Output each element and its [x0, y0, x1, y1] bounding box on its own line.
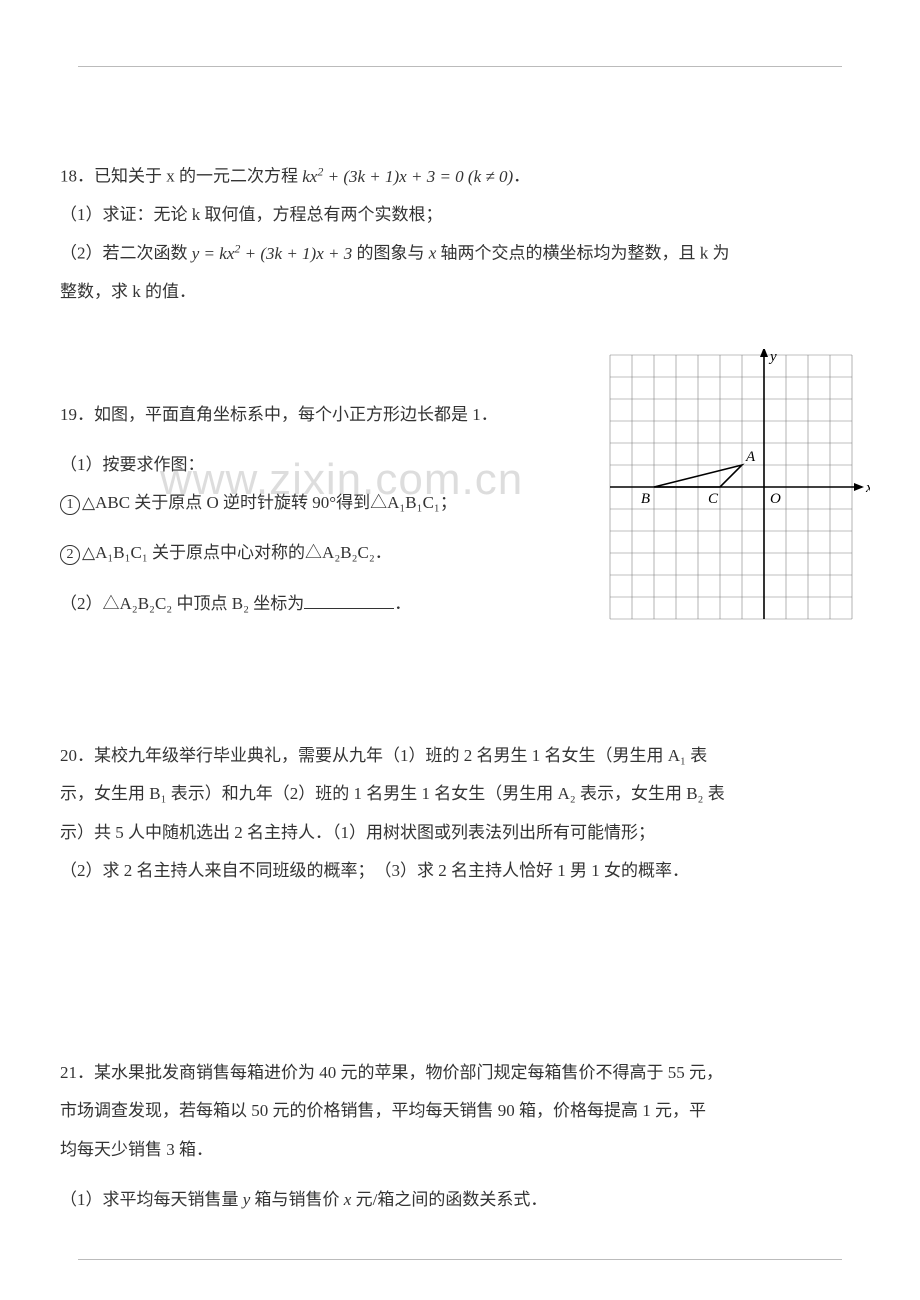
page-content: 18．已知关于 x 的一元二次方程 kx2 + (3k + 1)x + 3 = …	[60, 160, 860, 1216]
q19-part2: （2）△A₂B₂C₂ 中顶点 B₂ 坐标为 ．	[60, 588, 550, 620]
question-18: 18．已知关于 x 的一元二次方程 kx2 + (3k + 1)x + 3 = …	[60, 160, 860, 309]
svg-text:x: x	[865, 480, 870, 496]
q18-part2-line1: （2）若二次函数 y = kx2 + (3k + 1)x + 3 的图象与 x …	[60, 237, 860, 270]
q18-p2-formula: y = kx2 + (3k + 1)x + 3	[192, 244, 352, 263]
coordinate-grid-figure: y x O A B C	[604, 349, 870, 636]
q18-stem: 18．已知关于 x 的一元二次方程 kx2 + (3k + 1)x + 3 = …	[60, 160, 860, 193]
q18-part2-line2: 整数，求 k 的值．	[60, 276, 860, 308]
q21-p1-mid: 箱与销售价	[250, 1190, 344, 1209]
q19-p2-suffix: ．	[394, 594, 411, 613]
svg-text:C: C	[708, 491, 719, 507]
svg-text:A: A	[745, 449, 756, 465]
q21-p1-prefix: （1）求平均每天销售量	[60, 1190, 243, 1209]
q19-stem: 19．如图，平面直角坐标系中，每个小正方形边长都是 1．	[60, 399, 550, 431]
question-21: 21．某水果批发商销售每箱进价为 40 元的苹果，物价部门规定每箱售价不得高于 …	[60, 1057, 860, 1216]
svg-text:B: B	[641, 491, 650, 507]
q21-line3: 均每天少销售 3 箱．	[60, 1134, 860, 1166]
q21-part1: （1）求平均每天销售量 y 箱与销售价 x 元/箱之间的函数关系式．	[60, 1184, 860, 1216]
svg-text:O: O	[770, 491, 781, 507]
q21-line1: 21．某水果批发商销售每箱进价为 40 元的苹果，物价部门规定每箱售价不得高于 …	[60, 1057, 860, 1089]
q18-p2-mid2: 轴两个交点的横坐标均为整数，且 k 为	[436, 244, 729, 263]
q20-line2: 示，女生用 B₁ 表示）和九年（2）班的 1 名男生 1 名女生（男生用 A₂ …	[60, 778, 860, 810]
page-top-rule	[78, 66, 842, 67]
circled-2-icon: 2	[60, 545, 80, 565]
q18-stem-prefix: 18．已知关于 x 的一元二次方程	[60, 167, 302, 186]
q21-line2: 市场调查发现，若每箱以 50 元的价格销售，平均每天销售 90 箱，价格每提高 …	[60, 1095, 860, 1127]
q18-formula: kx2 + (3k + 1)x + 3 = 0 (k ≠ 0)	[302, 167, 513, 186]
question-19: 19．如图，平面直角坐标系中，每个小正方形边长都是 1． （1）按要求作图： 1…	[60, 399, 860, 620]
q21-p1-suffix: 元/箱之间的函数关系式．	[351, 1190, 547, 1209]
q18-stem-suffix: ．	[513, 167, 530, 186]
q19-part1: （1）按要求作图：	[60, 449, 550, 481]
q19-p2-prefix: （2）△A₂B₂C₂ 中顶点 B₂ 坐标为	[60, 594, 304, 613]
blank-underline	[304, 592, 394, 609]
q19-sub1-text: △ABC 关于原点 O 逆时针旋转 90°得到△A₁B₁C₁；	[82, 493, 457, 512]
coordinate-grid-svg: y x O A B C	[604, 349, 870, 625]
q18-part1: （1）求证：无论 k 取何值，方程总有两个实数根；	[60, 199, 860, 231]
q18-p2-mid: 的图象与	[352, 244, 429, 263]
circled-1-icon: 1	[60, 495, 80, 515]
q20-line4: （2）求 2 名主持人来自不同班级的概率； （3）求 2 名主持人恰好 1 男 …	[60, 855, 860, 887]
question-20: 20．某校九年级举行毕业典礼，需要从九年（1）班的 2 名男生 1 名女生（男生…	[60, 740, 860, 887]
q18-p2-prefix: （2）若二次函数	[60, 244, 192, 263]
page-bottom-rule	[78, 1259, 842, 1260]
svg-text:y: y	[768, 349, 777, 365]
q19-sub2-text: △A₁B₁C₁ 关于原点中心对称的△A₂B₂C₂．	[82, 543, 392, 562]
q20-line3: 示）共 5 人中随机选出 2 名主持人．（1）用树状图或列表法列出所有可能情形；	[60, 817, 860, 849]
q19-sub2: 2△A₁B₁C₁ 关于原点中心对称的△A₂B₂C₂．	[60, 537, 550, 569]
q19-sub1: 1△ABC 关于原点 O 逆时针旋转 90°得到△A₁B₁C₁；	[60, 487, 550, 519]
q20-line1: 20．某校九年级举行毕业典礼，需要从九年（1）班的 2 名男生 1 名女生（男生…	[60, 740, 860, 772]
